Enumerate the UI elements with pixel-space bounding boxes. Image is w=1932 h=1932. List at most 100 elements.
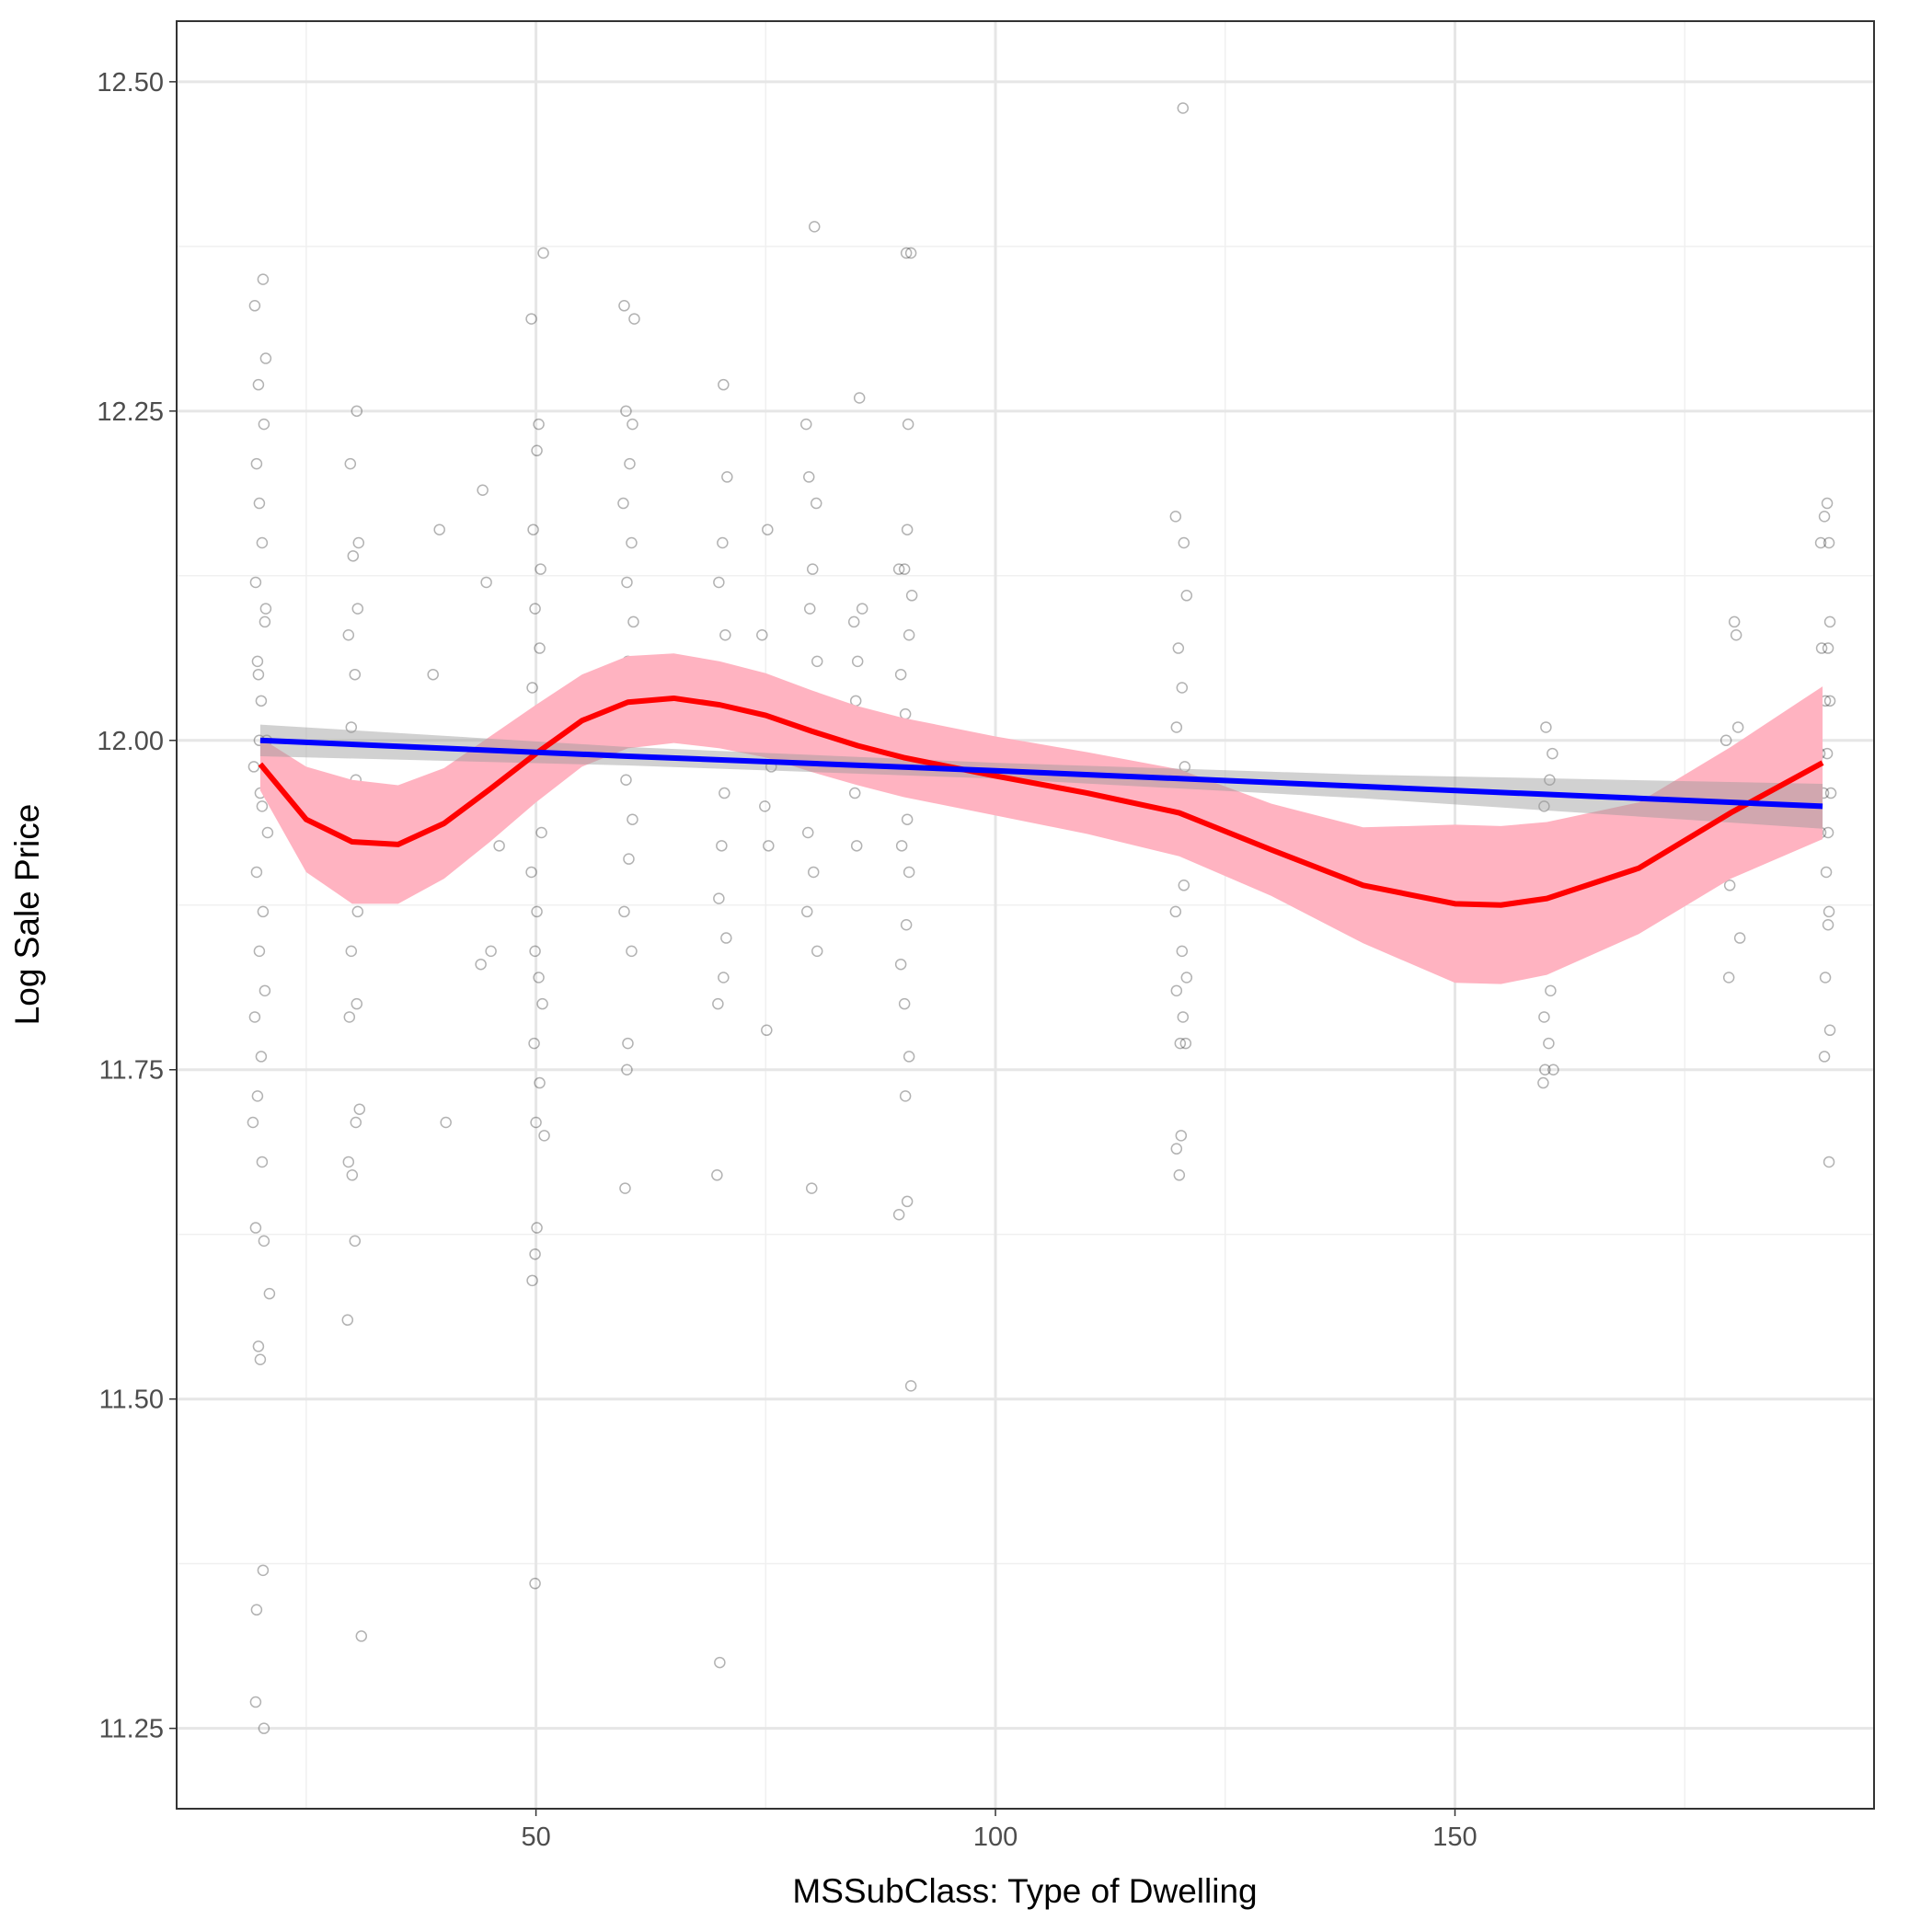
point <box>258 1235 270 1248</box>
point <box>259 603 272 615</box>
point <box>249 1222 262 1234</box>
point <box>1722 972 1735 983</box>
point <box>903 628 915 641</box>
point <box>905 590 918 602</box>
point <box>718 972 730 983</box>
point <box>258 1722 270 1734</box>
point <box>534 1076 546 1089</box>
point <box>1547 747 1558 760</box>
point <box>254 1353 267 1365</box>
point <box>1730 628 1742 641</box>
y-tick-label: 11.75 <box>99 1056 164 1086</box>
point <box>1170 984 1183 997</box>
point <box>1169 905 1182 918</box>
point <box>535 826 547 839</box>
point <box>808 221 821 233</box>
point <box>248 1011 261 1023</box>
point <box>800 418 812 431</box>
point <box>626 945 638 958</box>
point <box>719 628 731 641</box>
point <box>493 840 505 852</box>
point <box>627 615 639 628</box>
point <box>892 563 905 575</box>
point <box>350 1116 362 1129</box>
point <box>1823 536 1835 549</box>
point <box>892 1208 905 1221</box>
point <box>763 840 775 852</box>
point <box>717 536 729 549</box>
point <box>851 655 864 668</box>
point <box>1818 1051 1831 1063</box>
point <box>900 247 913 259</box>
point <box>802 826 814 839</box>
point <box>1176 945 1189 958</box>
point <box>480 576 492 589</box>
point <box>1543 1037 1555 1050</box>
point <box>343 1011 356 1023</box>
point <box>1170 721 1183 733</box>
point <box>531 905 543 918</box>
point <box>249 1696 262 1708</box>
point <box>1540 721 1552 733</box>
point <box>259 352 272 364</box>
point <box>1723 880 1736 891</box>
point <box>1538 800 1550 812</box>
point <box>895 840 908 852</box>
point <box>712 997 724 1010</box>
point <box>256 1156 269 1168</box>
point <box>257 1564 270 1577</box>
point <box>618 905 630 918</box>
point <box>1728 615 1741 628</box>
point <box>1823 1156 1835 1168</box>
point <box>902 418 914 431</box>
point <box>617 497 629 510</box>
point <box>898 563 911 575</box>
point <box>261 826 274 839</box>
point <box>1174 1037 1187 1050</box>
point <box>1733 932 1746 944</box>
point <box>252 1340 265 1352</box>
point <box>1545 984 1557 997</box>
point <box>627 418 638 431</box>
point <box>440 1116 452 1129</box>
point <box>807 563 819 575</box>
point <box>1823 695 1836 707</box>
point <box>801 905 813 918</box>
point <box>904 1380 917 1392</box>
point <box>529 945 541 958</box>
point <box>534 642 546 654</box>
point <box>345 945 358 958</box>
point <box>341 1314 354 1327</box>
point <box>250 457 263 470</box>
point <box>901 1195 914 1208</box>
point <box>475 958 487 971</box>
point <box>900 918 913 931</box>
point <box>253 945 266 958</box>
point <box>525 313 537 325</box>
linear-line <box>259 737 1823 810</box>
x-axis-title: MSSubClass: Type of Dwelling <box>792 1872 1257 1910</box>
point <box>342 628 355 641</box>
point <box>1539 1064 1551 1075</box>
point <box>856 603 868 615</box>
point <box>1822 918 1834 931</box>
point <box>622 1037 634 1050</box>
point <box>718 378 730 391</box>
point <box>1822 642 1834 654</box>
point <box>714 1656 726 1669</box>
point <box>1178 536 1190 549</box>
point <box>256 800 269 812</box>
point <box>485 945 497 958</box>
linear-band <box>259 724 1823 829</box>
point <box>1173 1169 1186 1181</box>
point <box>759 800 771 812</box>
point <box>620 405 632 418</box>
point <box>619 1182 631 1194</box>
point <box>1820 866 1833 879</box>
point <box>346 1169 359 1181</box>
point <box>803 471 815 483</box>
point <box>345 721 358 733</box>
point <box>847 615 860 628</box>
point <box>720 932 732 944</box>
point <box>249 576 262 589</box>
